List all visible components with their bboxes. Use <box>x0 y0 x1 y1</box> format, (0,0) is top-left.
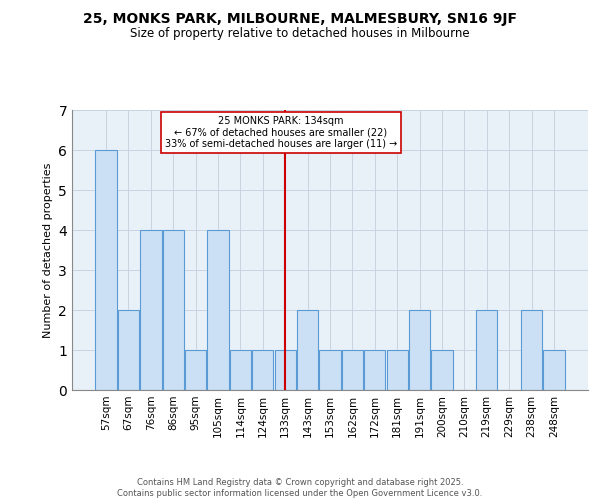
Bar <box>342 350 363 390</box>
Text: Size of property relative to detached houses in Milbourne: Size of property relative to detached ho… <box>130 28 470 40</box>
Bar <box>409 310 430 390</box>
Bar <box>118 310 139 390</box>
Bar <box>140 230 161 390</box>
Bar <box>208 230 229 390</box>
Text: Contains HM Land Registry data © Crown copyright and database right 2025.
Contai: Contains HM Land Registry data © Crown c… <box>118 478 482 498</box>
Bar <box>95 150 117 390</box>
Bar <box>543 350 565 390</box>
Text: 25, MONKS PARK, MILBOURNE, MALMESBURY, SN16 9JF: 25, MONKS PARK, MILBOURNE, MALMESBURY, S… <box>83 12 517 26</box>
Bar <box>521 310 542 390</box>
Bar <box>431 350 452 390</box>
Bar <box>297 310 318 390</box>
Y-axis label: Number of detached properties: Number of detached properties <box>43 162 53 338</box>
Bar <box>386 350 408 390</box>
Bar <box>319 350 341 390</box>
Bar <box>185 350 206 390</box>
Bar <box>163 230 184 390</box>
Bar <box>476 310 497 390</box>
Bar <box>252 350 274 390</box>
Bar <box>230 350 251 390</box>
Text: 25 MONKS PARK: 134sqm
← 67% of detached houses are smaller (22)
33% of semi-deta: 25 MONKS PARK: 134sqm ← 67% of detached … <box>164 116 397 149</box>
Bar <box>364 350 385 390</box>
Bar <box>275 350 296 390</box>
